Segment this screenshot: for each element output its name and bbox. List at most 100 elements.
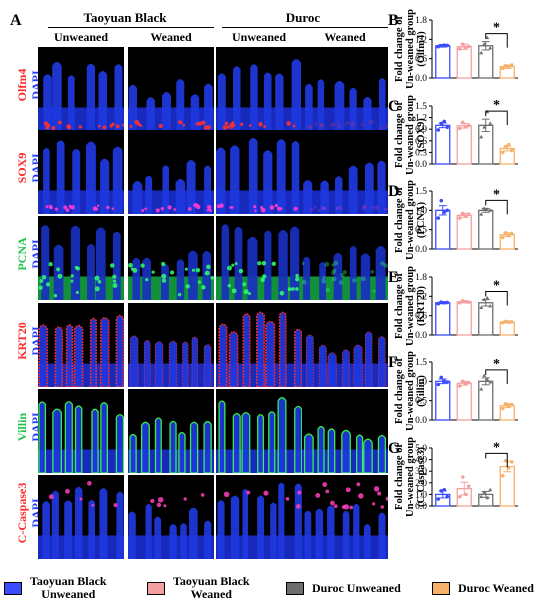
micrograph-image xyxy=(302,331,388,387)
data-point xyxy=(457,384,462,388)
y-axis-label: (SOX9) xyxy=(416,117,427,151)
y-tick-label: 1.5 xyxy=(415,187,427,197)
data-point xyxy=(500,473,505,478)
data-point xyxy=(457,216,462,220)
micrograph-tile xyxy=(38,303,124,387)
bar xyxy=(435,45,451,79)
data-point xyxy=(488,487,493,491)
micrograph-image xyxy=(302,245,388,300)
legend-item: Taoyuan Black Weaned xyxy=(147,575,250,601)
data-point xyxy=(509,63,514,67)
micrograph-tile xyxy=(302,130,388,214)
micrograph-image xyxy=(128,493,214,559)
micrograph-image xyxy=(38,140,124,214)
significance-marker: * xyxy=(493,21,500,36)
data-point xyxy=(457,300,462,305)
bar xyxy=(456,46,472,79)
y-axis-label: Un-weaned group xyxy=(405,94,416,174)
micrograph-tile xyxy=(216,216,302,300)
group-header-taoyuan: Taoyuan Black xyxy=(83,10,167,25)
micrograph-image xyxy=(38,481,124,559)
y-tick-label: 1.0 xyxy=(415,490,427,500)
data-point xyxy=(457,126,462,130)
data-point xyxy=(479,212,484,216)
micrograph-tile xyxy=(128,475,214,559)
y-axis-label: Fold change of xyxy=(394,101,405,167)
group-header-underline xyxy=(48,27,214,28)
data-point xyxy=(509,402,514,407)
data-point xyxy=(509,459,514,464)
y-axis-label: Fold change of xyxy=(394,187,405,253)
data-point xyxy=(503,401,508,406)
y-tick-label: 0.0 xyxy=(415,416,427,426)
data-point xyxy=(479,494,484,498)
data-point xyxy=(466,299,471,304)
panel-letter: B xyxy=(388,12,399,29)
data-point xyxy=(500,150,505,154)
data-point xyxy=(439,488,444,493)
data-point xyxy=(463,214,468,218)
data-point xyxy=(503,319,508,323)
legend: Taoyuan Black Unweaned Taoyuan Black Wea… xyxy=(4,575,544,603)
data-point xyxy=(436,496,441,501)
y-tick-label: 0.0 xyxy=(415,160,427,170)
marker-label: Olfm4 xyxy=(15,68,29,102)
y-tick-label: 1.0 xyxy=(415,206,427,216)
y-axis-label: Un-weaned group xyxy=(405,9,416,89)
marker-label: KRT20 xyxy=(15,322,29,360)
bar xyxy=(456,214,472,250)
data-point xyxy=(460,298,465,303)
y-axis-label: Fold change of xyxy=(394,443,405,509)
data-point xyxy=(460,379,465,384)
data-point xyxy=(439,299,444,304)
data-point xyxy=(460,474,465,479)
y-tick-label: 0.0 xyxy=(415,74,427,84)
data-point xyxy=(500,235,505,240)
micrograph-image xyxy=(216,137,302,214)
y-tick-label: 1.5 xyxy=(415,358,427,368)
panel-a-letter: A xyxy=(10,12,22,29)
micrograph-tile xyxy=(38,475,124,559)
group-header-underline xyxy=(222,27,388,28)
data-point xyxy=(500,320,505,325)
data-point xyxy=(439,43,444,48)
significance-bracket xyxy=(485,290,508,306)
data-point xyxy=(485,295,490,299)
data-point xyxy=(457,494,462,499)
data-point xyxy=(488,120,493,125)
data-point xyxy=(485,377,490,381)
data-point xyxy=(488,303,493,307)
y-tick-label: 1.2 xyxy=(415,113,427,123)
data-point xyxy=(436,216,441,220)
bar xyxy=(456,382,472,421)
marker-label: Villin xyxy=(15,412,29,442)
data-point xyxy=(442,379,447,384)
data-point xyxy=(445,208,450,213)
micrograph-tile xyxy=(216,130,302,214)
data-point xyxy=(439,375,444,380)
significance-bracket xyxy=(485,199,508,215)
marker-label: SOX9 xyxy=(15,152,29,184)
data-point xyxy=(506,65,511,69)
micrograph-tile xyxy=(128,303,214,387)
micrograph-tile xyxy=(38,389,124,473)
micrograph-tile xyxy=(38,47,124,131)
micrograph-image xyxy=(128,159,214,214)
significance-bracket xyxy=(485,33,508,48)
micrograph-tile xyxy=(128,389,214,473)
data-point xyxy=(509,319,514,324)
chart-panel-b: B Fold change of Un-weaned group (Olfm4) 0.0… xyxy=(386,9,546,92)
micrograph-image xyxy=(38,314,124,387)
data-point xyxy=(488,380,493,384)
data-point xyxy=(463,45,468,50)
data-point xyxy=(506,319,511,324)
y-tick-label: 1.8 xyxy=(415,273,427,283)
chart-panel-e: E Fold change of Un-weaned group (KRT20) 0.0… xyxy=(386,265,546,349)
data-point xyxy=(482,489,487,493)
data-point xyxy=(509,148,514,152)
data-point xyxy=(463,381,468,386)
micrograph-image xyxy=(128,250,214,300)
